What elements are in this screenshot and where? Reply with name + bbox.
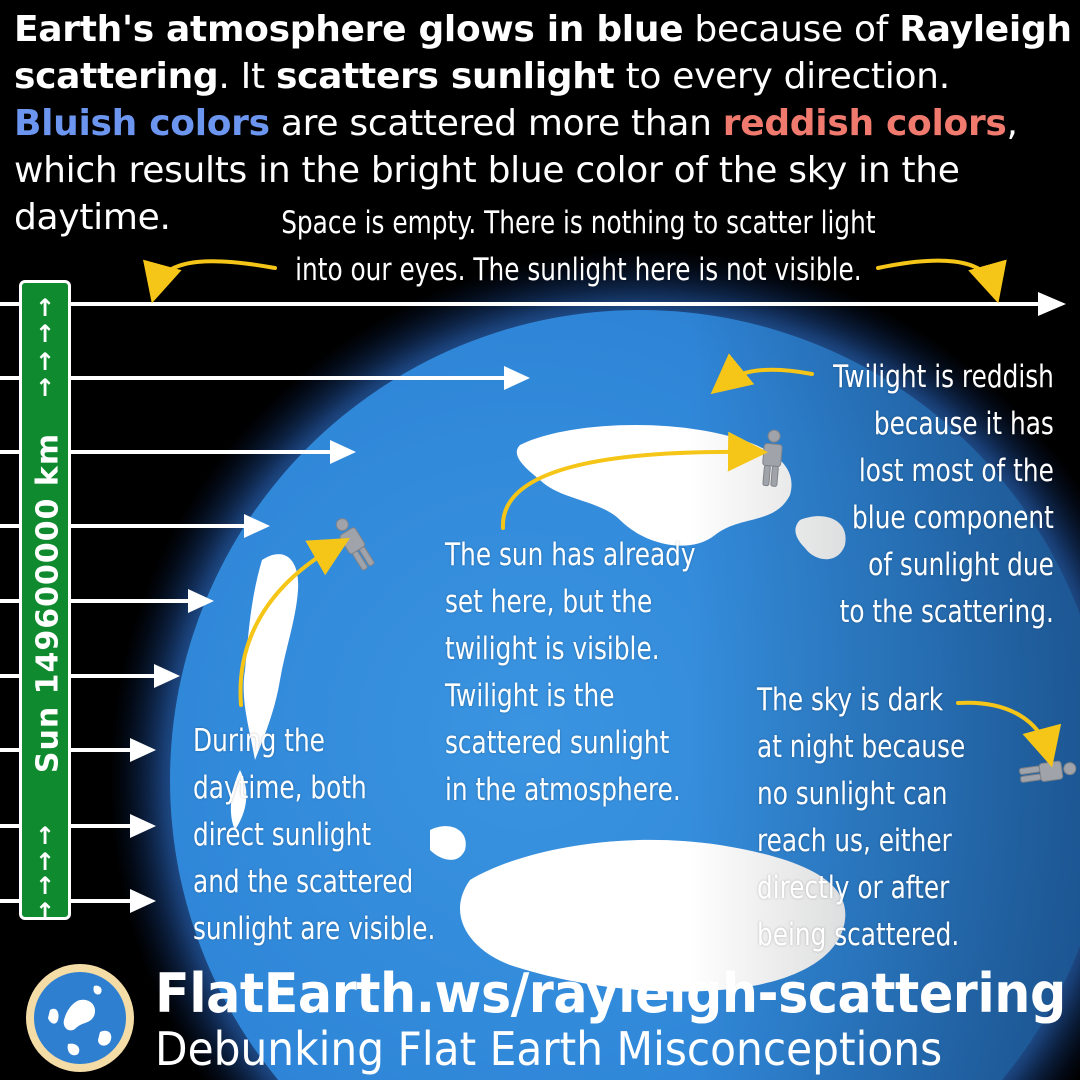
up-arrows-icon: ↑ ↑ — [34, 872, 56, 926]
headline-part: because of — [683, 9, 900, 50]
note-sun-set: The sun has already set here, but the tw… — [445, 537, 696, 808]
arrow-right-icon — [130, 738, 156, 762]
curved-arrow-icon — [876, 258, 1007, 304]
note-space-empty: Space is empty. There is nothing to scat… — [281, 205, 876, 288]
headline-part: Rayleigh scattering — [14, 9, 1072, 97]
headline-part: are scattered more than — [269, 103, 723, 144]
curved-arrow-icon — [956, 700, 1062, 768]
up-arrows-icon: ↑ ↑ — [34, 348, 56, 402]
globe-logo-icon — [26, 964, 134, 1072]
curved-arrow-icon — [710, 353, 814, 395]
up-arrows-icon: ↑ ↑ — [34, 822, 56, 876]
curved-arrow-icon — [143, 259, 277, 304]
headline-part: , which results in the bright blue color… — [14, 103, 1018, 238]
headline-part: . It — [218, 56, 276, 97]
arrow-right-icon — [330, 440, 356, 464]
callouts — [143, 258, 1062, 768]
arrow-right-icon — [244, 514, 270, 538]
sun-distance-sign: ↑ ↑ ↑ ↑ Sun 149600000 km ↑ ↑ ↑ ↑ — [19, 280, 71, 925]
headline-bluish: Bluish colors — [14, 103, 270, 144]
arrow-right-icon — [154, 664, 180, 688]
sun-distance-label: Sun 149600000 km — [30, 432, 66, 774]
curved-arrow-icon — [238, 538, 350, 707]
arrow-right-icon — [188, 589, 214, 613]
arrow-right-icon — [1038, 292, 1066, 316]
footer-url-link[interactable]: FlatEarth.ws/rayleigh-scattering — [155, 962, 1066, 1025]
up-arrows-icon: ↑ ↑ — [34, 294, 56, 348]
arrow-right-icon — [130, 889, 156, 913]
headline: Earth's atmosphere glows in blue because… — [14, 6, 1074, 241]
arrow-right-icon — [130, 814, 156, 838]
headline-reddish: reddish colors — [722, 103, 1007, 144]
footer-tagline: Debunking Flat Earth Misconceptions — [155, 1022, 943, 1076]
arrow-right-icon — [504, 366, 530, 390]
curved-arrow-icon — [500, 431, 768, 530]
headline-part: Earth's atmosphere glows in blue — [14, 9, 684, 50]
night-shade — [170, 310, 1080, 1080]
note-daytime: During the daytime, both direct sunlight… — [193, 723, 436, 947]
headline-part: to every direction. — [614, 56, 951, 97]
note-twilight-reddish: Twilight is reddish because it has lost … — [833, 359, 1054, 630]
headline-part: scatters sunlight — [275, 56, 615, 97]
note-night: The sky is dark at night because no sunl… — [757, 682, 966, 953]
